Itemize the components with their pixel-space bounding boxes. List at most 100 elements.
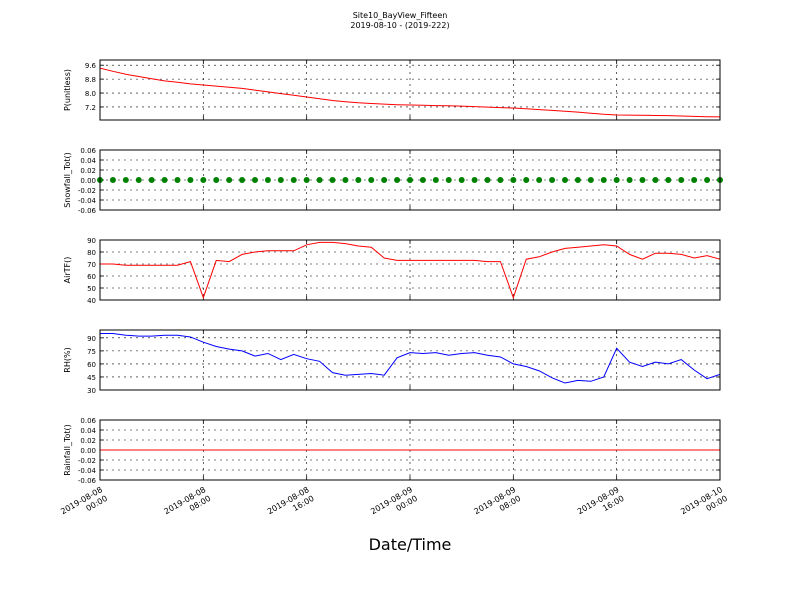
data-point bbox=[355, 177, 362, 183]
y-tick-label: 50 bbox=[87, 285, 96, 293]
data-point bbox=[213, 177, 220, 183]
data-point bbox=[510, 177, 517, 183]
y-tick-label: 40 bbox=[87, 297, 96, 305]
data-point bbox=[381, 177, 388, 183]
data-point bbox=[484, 177, 491, 183]
data-point bbox=[264, 177, 271, 183]
data-point bbox=[290, 177, 297, 183]
plot-frame bbox=[99, 149, 721, 211]
y-tick-label: 0.02 bbox=[80, 437, 96, 445]
data-point bbox=[148, 177, 155, 183]
data-line bbox=[99, 67, 721, 118]
y-tick-label: -0.04 bbox=[78, 467, 97, 475]
data-point bbox=[445, 177, 452, 183]
data-point bbox=[536, 177, 543, 183]
x-tick-label: 2019-08-0816:00 bbox=[266, 485, 316, 525]
y-tick-label: 0.02 bbox=[80, 167, 96, 175]
y-tick-label: 60 bbox=[87, 361, 96, 369]
x-tick-label: 2019-08-0800:00 bbox=[59, 485, 109, 525]
plot-frame bbox=[99, 329, 721, 391]
y-tick-label: 8.8 bbox=[85, 76, 96, 84]
data-point bbox=[691, 177, 698, 183]
y-tick-label: -0.02 bbox=[78, 187, 96, 195]
data-point bbox=[523, 177, 530, 183]
y-axis-label: RH(%) bbox=[63, 347, 72, 372]
data-point bbox=[458, 177, 465, 183]
data-line bbox=[100, 241, 721, 300]
plot-frame bbox=[99, 239, 721, 301]
y-axis-label: Rainfall_Tot() bbox=[63, 424, 72, 476]
data-point bbox=[226, 177, 233, 183]
data-point bbox=[239, 177, 246, 183]
data-point bbox=[678, 177, 685, 183]
data-point bbox=[704, 177, 711, 183]
data-point bbox=[613, 177, 620, 183]
data-point bbox=[277, 177, 284, 183]
y-tick-label: 8.0 bbox=[85, 90, 96, 98]
data-point bbox=[174, 177, 181, 183]
plot-frame bbox=[99, 59, 721, 121]
y-axis-label: AirTF() bbox=[63, 257, 72, 284]
y-tick-label: -0.04 bbox=[78, 197, 97, 205]
data-point bbox=[394, 177, 401, 183]
data-point bbox=[109, 177, 116, 183]
y-tick-label: 70 bbox=[87, 261, 96, 269]
data-point bbox=[471, 177, 478, 183]
y-axis-label: P(unitless) bbox=[63, 69, 72, 111]
data-point bbox=[252, 177, 258, 183]
data-point bbox=[342, 177, 349, 183]
y-tick-label: 75 bbox=[87, 348, 96, 356]
data-point bbox=[639, 177, 646, 183]
y-tick-label: -0.06 bbox=[78, 477, 97, 485]
y-tick-label: -0.06 bbox=[78, 207, 97, 215]
y-tick-label: 0.06 bbox=[80, 147, 96, 155]
chart-title: Site10_BayView_Fifteen bbox=[353, 11, 448, 20]
x-tick-label: 2019-08-0808:00 bbox=[163, 485, 213, 525]
x-tick-label: 2019-08-1000:00 bbox=[679, 485, 729, 525]
data-point bbox=[368, 177, 375, 183]
data-point bbox=[303, 177, 310, 183]
y-tick-label: 0.00 bbox=[80, 447, 96, 455]
y-tick-label: 30 bbox=[87, 387, 96, 395]
data-point bbox=[652, 177, 659, 183]
y-tick-label: 7.2 bbox=[85, 104, 96, 112]
data-point bbox=[432, 177, 439, 183]
data-point bbox=[316, 177, 323, 183]
data-point bbox=[665, 177, 672, 183]
y-tick-label: 0.04 bbox=[80, 157, 96, 165]
y-tick-label: 90 bbox=[87, 237, 96, 245]
y-axis-label: Snowfall_Tot() bbox=[63, 152, 72, 208]
plot-frame bbox=[99, 419, 721, 481]
data-point bbox=[187, 177, 194, 183]
data-point bbox=[200, 177, 207, 183]
data-point bbox=[549, 177, 556, 183]
data-point bbox=[626, 177, 633, 183]
y-tick-label: 0.04 bbox=[80, 427, 96, 435]
x-axis-label: Date/Time bbox=[369, 535, 452, 554]
chart-subtitle: 2019-08-10 - (2019-222) bbox=[350, 21, 449, 30]
y-tick-label: 60 bbox=[87, 273, 96, 281]
y-tick-label: 0.00 bbox=[80, 177, 96, 185]
x-tick-label: 2019-08-0900:00 bbox=[369, 485, 419, 525]
data-point bbox=[122, 177, 129, 183]
y-tick-label: -0.02 bbox=[78, 457, 96, 465]
y-tick-label: 9.6 bbox=[85, 62, 97, 70]
data-point bbox=[161, 177, 168, 183]
data-point bbox=[562, 177, 568, 183]
data-point bbox=[587, 177, 594, 183]
data-point bbox=[407, 177, 413, 183]
data-point bbox=[419, 177, 426, 183]
x-tick-label: 2019-08-0908:00 bbox=[473, 485, 523, 525]
y-tick-label: 0.06 bbox=[80, 417, 96, 425]
y-tick-label: 90 bbox=[87, 335, 96, 343]
data-point bbox=[574, 177, 581, 183]
data-line bbox=[100, 332, 721, 384]
data-point bbox=[600, 177, 607, 183]
y-tick-label: 80 bbox=[87, 249, 96, 257]
data-point bbox=[497, 177, 504, 183]
data-point bbox=[135, 177, 142, 183]
data-point bbox=[329, 177, 336, 183]
x-tick-label: 2019-08-0916:00 bbox=[576, 485, 626, 525]
